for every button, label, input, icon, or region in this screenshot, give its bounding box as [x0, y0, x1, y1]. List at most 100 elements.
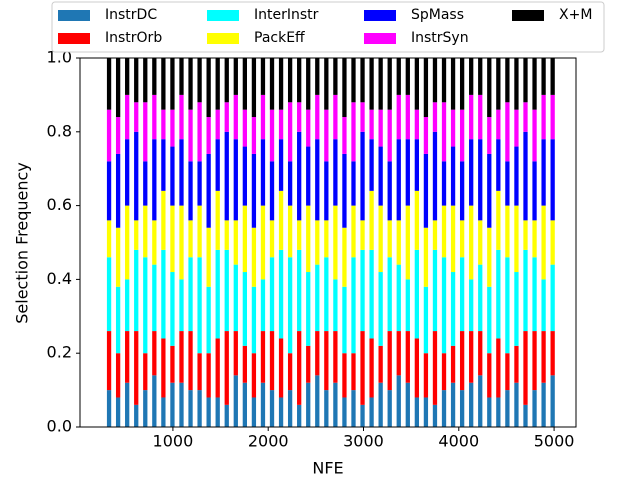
bar-segment	[441, 58, 447, 103]
bar-segment	[333, 94, 338, 140]
bar-segment	[278, 249, 284, 339]
bar-segment	[532, 220, 537, 258]
bar-segment	[125, 205, 130, 280]
bar-segment	[550, 264, 555, 332]
bar-segment	[532, 257, 537, 332]
bar-segment	[134, 102, 139, 132]
bar-segment	[179, 139, 184, 206]
bar-segment	[224, 404, 229, 427]
legend-label: InstrOrb	[105, 30, 162, 46]
bar-segment	[396, 58, 401, 95]
bar-segment	[487, 397, 492, 427]
bar-segment	[523, 249, 528, 332]
bar-segment	[541, 58, 546, 95]
bar-segment	[378, 205, 383, 273]
bar-segment	[287, 58, 293, 103]
bar-segment	[152, 220, 157, 265]
bar-segment	[197, 390, 202, 427]
bar-segment	[287, 102, 293, 162]
bar-segment	[523, 220, 528, 250]
bar-segment	[423, 153, 429, 228]
bar-segment	[514, 205, 519, 273]
bar-segment	[396, 375, 401, 427]
bar-segment	[170, 272, 175, 346]
bar-segment	[152, 264, 157, 332]
bar-segment	[260, 331, 266, 383]
bar-segment	[134, 331, 139, 405]
legend-label: SpMass	[411, 7, 464, 23]
bar-segment	[161, 190, 166, 250]
legend-swatch	[58, 33, 90, 44]
bar-segment	[125, 58, 130, 95]
bar-segment	[315, 220, 320, 265]
bar-segment	[242, 146, 248, 206]
bar-segment	[523, 58, 528, 103]
bar-segment	[541, 94, 546, 140]
bar-segment	[179, 331, 184, 383]
bar-segment	[541, 331, 546, 383]
bar-segment	[179, 58, 184, 95]
bar-segment	[115, 227, 121, 287]
bar-segment	[260, 205, 266, 280]
bar-segment	[251, 117, 257, 154]
bar-segment	[469, 139, 474, 206]
bar-segment	[351, 353, 356, 391]
bar-segment	[405, 205, 410, 280]
bar-segment	[206, 397, 211, 427]
bar-segment	[532, 58, 537, 110]
bar-segment	[496, 249, 501, 339]
bar-segment	[170, 382, 175, 427]
bar-segment	[143, 161, 148, 206]
bar-segment	[161, 139, 166, 191]
bar-segment	[161, 338, 166, 398]
bar-segment	[287, 257, 293, 354]
bar-segment	[170, 345, 175, 383]
bar-segment	[414, 109, 420, 140]
bar-segment	[115, 117, 121, 154]
bar-segment	[143, 102, 148, 162]
bar-segment	[297, 404, 302, 427]
bar-segment	[152, 94, 157, 140]
bar-segment	[360, 404, 365, 427]
bar-segment	[125, 331, 130, 383]
bar-segment	[152, 58, 157, 95]
bar-segment	[514, 109, 519, 147]
bar-segment	[378, 146, 383, 206]
bar-segment	[278, 338, 284, 398]
bar-segment	[324, 109, 329, 162]
bar-segment	[369, 338, 374, 398]
legend-swatch	[207, 33, 239, 44]
bar-segment	[206, 58, 211, 118]
bar-segment	[161, 109, 166, 140]
bar-segment	[260, 94, 266, 140]
bar-segment	[478, 139, 483, 221]
bar-segment	[143, 257, 148, 354]
bar-segment	[134, 131, 139, 221]
bar-segment	[197, 161, 202, 206]
bar-segment	[469, 205, 474, 280]
bar-segment	[505, 161, 510, 206]
bar-segment	[450, 58, 456, 110]
bar-segment	[505, 353, 510, 391]
bar-segment	[242, 345, 248, 383]
bar-segment	[251, 153, 257, 228]
bar-segment	[125, 139, 130, 206]
bar-segment	[387, 390, 392, 427]
bar-segment	[369, 190, 374, 250]
bar-segment	[505, 257, 510, 354]
bar-segment	[106, 58, 112, 110]
y-tick-label: 0.2	[47, 343, 72, 362]
bar-segment	[125, 279, 130, 332]
bar-segment	[469, 94, 474, 140]
bar-segment	[152, 331, 157, 376]
bar-segment	[260, 58, 266, 95]
bar-segment	[161, 249, 166, 339]
bar-segment	[324, 331, 329, 391]
bar-segment	[342, 227, 347, 287]
bar-segment	[450, 382, 456, 427]
bar-segment	[342, 353, 347, 398]
bar-segment	[224, 102, 229, 132]
bar-segment	[342, 117, 347, 154]
bar-segment	[297, 58, 302, 103]
bar-segment	[215, 58, 220, 110]
